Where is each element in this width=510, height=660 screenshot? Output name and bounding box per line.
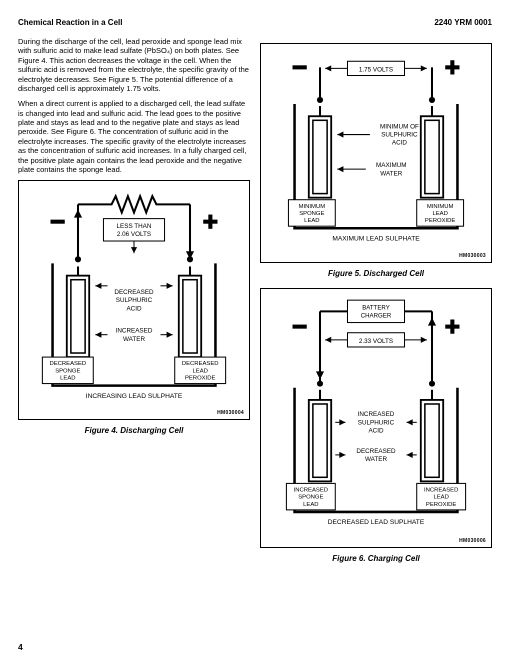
svg-text:PEROXIDE: PEROXIDE xyxy=(425,218,456,224)
svg-text:SULPHURIC: SULPHURIC xyxy=(116,297,153,304)
svg-text:MINIMUM: MINIMUM xyxy=(299,204,326,210)
left-column: During the discharge of the cell, lead p… xyxy=(18,37,250,573)
figure-5-id: HM030003 xyxy=(264,253,488,259)
header-right: 2240 YRM 0001 xyxy=(434,18,492,27)
figure-5-caption: Figure 5. Discharged Cell xyxy=(260,269,492,278)
svg-text:ACID: ACID xyxy=(368,427,383,434)
right-column: 1.75 VOLTS MINIMUM OF SULPHURIC ACID MAX… xyxy=(260,37,492,573)
svg-text:ACID: ACID xyxy=(392,140,407,147)
svg-text:1.75 VOLTS: 1.75 VOLTS xyxy=(359,66,393,73)
figure-5: 1.75 VOLTS MINIMUM OF SULPHURIC ACID MAX… xyxy=(260,43,492,263)
figure-4: LESS THAN 2.06 VOLTS DECREASED SULPHURIC… xyxy=(18,180,250,420)
page-number: 4 xyxy=(18,642,23,652)
svg-text:WATER: WATER xyxy=(123,336,145,343)
svg-text:LEAD: LEAD xyxy=(432,211,447,217)
svg-text:2.06 VOLTS: 2.06 VOLTS xyxy=(117,231,151,238)
figure-4-id: HM030004 xyxy=(22,410,246,416)
svg-text:LEAD: LEAD xyxy=(303,501,318,507)
svg-text:WATER: WATER xyxy=(380,170,402,177)
svg-text:DECREASED: DECREASED xyxy=(356,447,396,454)
paragraph-1: During the discharge of the cell, lead p… xyxy=(18,37,250,93)
svg-text:SULPHURIC: SULPHURIC xyxy=(381,132,418,139)
svg-text:DECREASED: DECREASED xyxy=(182,361,219,367)
svg-text:BATTERY: BATTERY xyxy=(362,304,390,311)
svg-text:PEROXIDE: PEROXIDE xyxy=(426,501,457,507)
svg-text:INCREASED: INCREASED xyxy=(116,328,153,335)
svg-text:WATER: WATER xyxy=(365,456,387,463)
svg-text:MAXIMUM: MAXIMUM xyxy=(376,162,406,169)
svg-text:INCREASED: INCREASED xyxy=(294,487,328,493)
svg-text:SULPHURIC: SULPHURIC xyxy=(358,419,395,426)
svg-text:ACID: ACID xyxy=(126,306,141,313)
svg-text:SPONGE: SPONGE xyxy=(55,369,80,375)
svg-text:PEROXIDE: PEROXIDE xyxy=(185,376,216,382)
svg-text:MINIMUM OF: MINIMUM OF xyxy=(380,123,419,130)
svg-text:INCREASED: INCREASED xyxy=(358,411,395,418)
svg-text:LESS THAN: LESS THAN xyxy=(117,223,152,230)
svg-text:INCREASING LEAD SULPHATE: INCREASING LEAD SULPHATE xyxy=(86,393,183,400)
header-left: Chemical Reaction in a Cell xyxy=(18,18,122,27)
svg-text:LEAD: LEAD xyxy=(192,369,207,375)
svg-text:SPONGE: SPONGE xyxy=(298,494,323,500)
svg-text:DECREASED LEAD SUPLHATE: DECREASED LEAD SUPLHATE xyxy=(328,519,425,526)
svg-text:CHARGER: CHARGER xyxy=(361,312,392,319)
svg-text:LEAD: LEAD xyxy=(304,218,319,224)
svg-text:INCREASED: INCREASED xyxy=(424,487,458,493)
figure-6-id: HM030006 xyxy=(264,538,488,544)
figure-6-caption: Figure 6. Charging Cell xyxy=(260,554,492,563)
paragraph-2: When a direct current is applied to a di… xyxy=(18,99,250,174)
svg-text:LEAD: LEAD xyxy=(60,376,75,382)
svg-text:SPONGE: SPONGE xyxy=(299,211,324,217)
svg-text:MAXIMUM LEAD SULPHATE: MAXIMUM LEAD SULPHATE xyxy=(332,235,420,242)
svg-text:DECREASED: DECREASED xyxy=(49,361,86,367)
svg-text:MINIMUM: MINIMUM xyxy=(427,204,454,210)
figure-6: BATTERY CHARGER 2.33 VOLTS xyxy=(260,288,492,548)
svg-text:LEAD: LEAD xyxy=(433,494,448,500)
figure-4-caption: Figure 4. Discharging Cell xyxy=(18,426,250,435)
svg-text:2.33 VOLTS: 2.33 VOLTS xyxy=(359,338,393,345)
svg-text:DECREASED: DECREASED xyxy=(114,289,154,296)
